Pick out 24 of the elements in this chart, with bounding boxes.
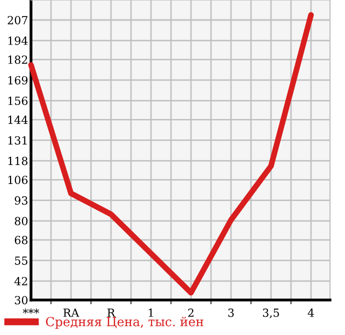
x-tick-label: 4 — [308, 308, 314, 317]
y-tick-label: 131 — [8, 136, 27, 145]
x-tick-label: 2 — [188, 308, 194, 317]
y-tick-label: 93 — [14, 196, 28, 205]
y-tick-label: 182 — [8, 56, 28, 64]
x-tick-label: 3,5 — [263, 308, 279, 318]
y-tick-label: 207 — [8, 16, 28, 24]
y-tick-label: 55 — [15, 256, 28, 265]
y-tick-label: 80 — [14, 216, 28, 226]
y-tick-label: 144 — [8, 116, 28, 124]
y-tick-label: 106 — [8, 176, 28, 184]
y-tick-label: 42 — [14, 276, 28, 286]
y-tick-label: 30 — [14, 296, 28, 304]
y-tick-label: 169 — [8, 76, 28, 84]
y-tick-label: 156 — [8, 96, 28, 106]
x-tick-label: RA — [63, 308, 80, 317]
legend-label: Средняя Цена, тыс. йен — [46, 316, 204, 329]
y-tick-label: 118 — [8, 156, 28, 166]
y-tick-label: 194 — [8, 36, 28, 45]
x-tick-label: R — [107, 308, 116, 317]
x-tick-label: *** — [22, 308, 40, 314]
x-tick-label: 3 — [228, 308, 234, 317]
y-tick-label: 68 — [14, 236, 28, 244]
x-tick-label: 1 — [148, 308, 153, 317]
